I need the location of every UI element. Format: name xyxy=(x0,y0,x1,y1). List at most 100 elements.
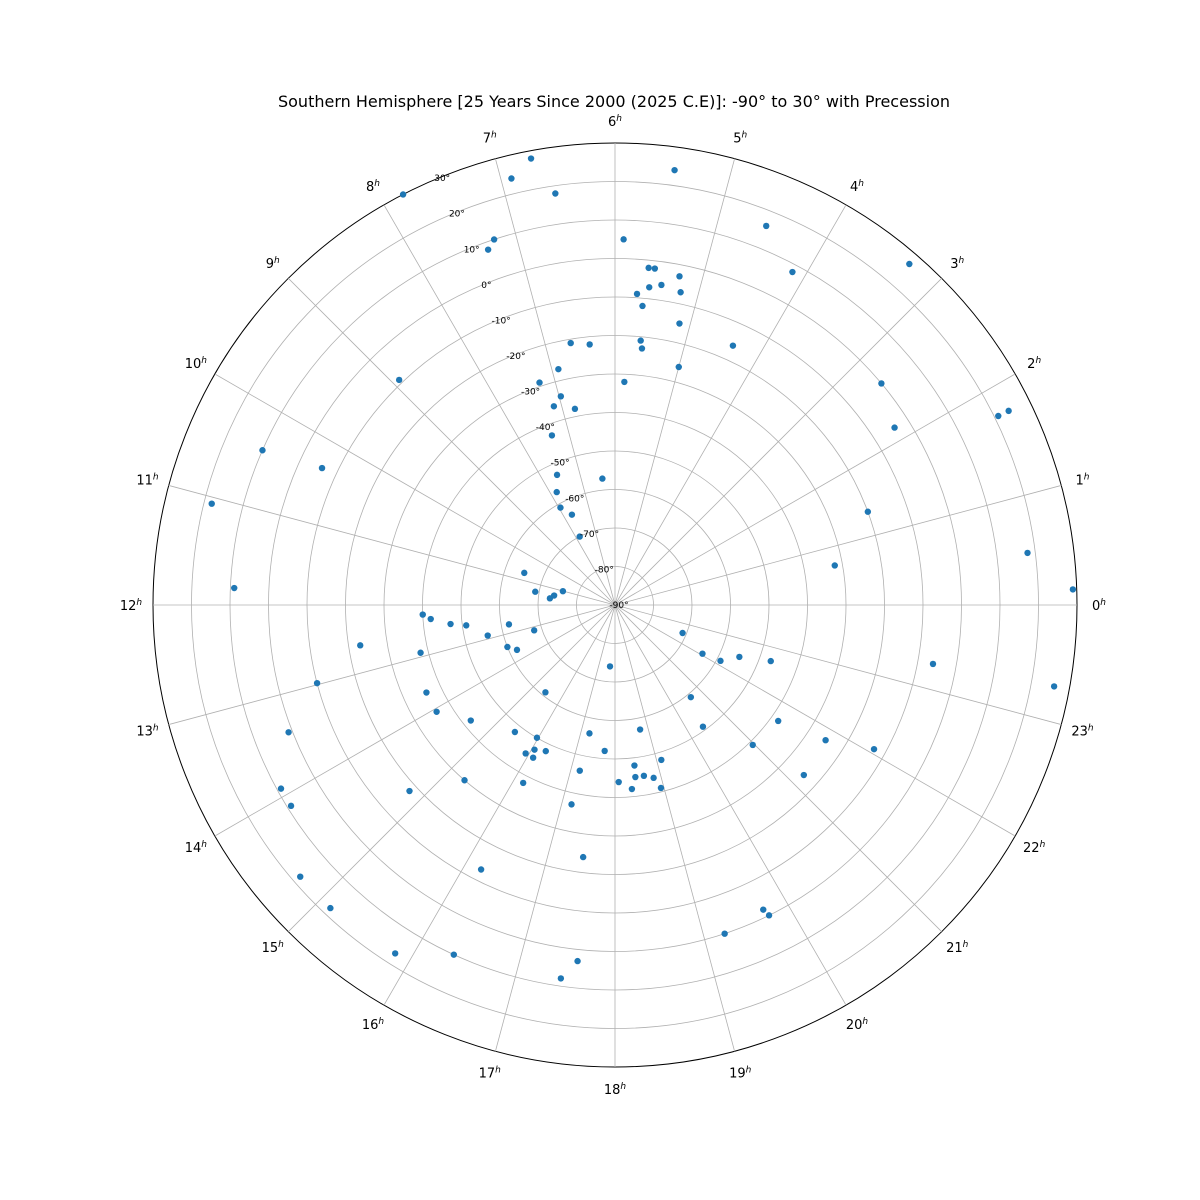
hour-spoke-19 xyxy=(614,604,735,1052)
star-point-31 xyxy=(555,365,562,373)
star-point-99 xyxy=(628,785,636,793)
dec-tick-label-3: -60° xyxy=(565,494,584,504)
star-point-75 xyxy=(406,787,413,795)
star-point-40 xyxy=(576,533,583,540)
star-point-65 xyxy=(530,627,538,634)
star-point-72 xyxy=(287,802,295,810)
star-point-30 xyxy=(571,405,579,413)
star-point-47 xyxy=(395,376,403,384)
star-point-15 xyxy=(677,289,684,296)
star-point-58 xyxy=(427,615,434,623)
star-point-18 xyxy=(651,265,659,272)
star-point-23 xyxy=(637,337,644,344)
star-point-13 xyxy=(675,363,682,371)
hour-label-12: 12h xyxy=(120,598,143,614)
hour-label-22: 22h xyxy=(1023,840,1046,856)
star-point-38 xyxy=(568,511,576,518)
star-point-1 xyxy=(1024,549,1031,557)
star-point-104 xyxy=(650,774,657,782)
star-point-56 xyxy=(546,595,554,602)
hour-label-16: 16h xyxy=(362,1017,385,1033)
hour-spoke-17 xyxy=(495,604,616,1052)
star-point-44 xyxy=(490,236,498,243)
hour-label-2: 2h xyxy=(1027,356,1041,372)
star-point-24 xyxy=(638,345,646,352)
hour-label-13: 13h xyxy=(136,723,159,739)
star-point-117 xyxy=(717,657,724,665)
star-point-41 xyxy=(552,190,559,197)
chart-title: Southern Hemisphere [25 Years Since 2000… xyxy=(278,92,950,111)
star-point-81 xyxy=(533,734,541,741)
star-point-89 xyxy=(391,950,399,957)
star-point-90 xyxy=(586,730,593,737)
star-point-67 xyxy=(513,646,521,654)
star-point-16 xyxy=(676,273,683,280)
hour-label-21: 21h xyxy=(946,940,969,956)
hour-spoke-22 xyxy=(614,604,1016,837)
star-point-77 xyxy=(327,904,334,912)
hour-spoke-8 xyxy=(383,204,616,606)
star-point-107 xyxy=(721,930,728,937)
hour-spoke-20 xyxy=(614,604,847,1006)
star-point-102 xyxy=(640,772,648,780)
hour-spoke-1 xyxy=(614,485,1062,606)
dec-tick-label-1: -80° xyxy=(595,565,614,575)
hour-label-20: 20h xyxy=(846,1017,869,1033)
star-point-33 xyxy=(550,403,558,410)
star-point-62 xyxy=(505,621,513,628)
star-point-27 xyxy=(599,475,606,482)
hour-label-0: 0h xyxy=(1092,598,1106,614)
star-point-118 xyxy=(736,653,743,661)
hour-label-19: 19h xyxy=(729,1066,752,1082)
star-point-46 xyxy=(399,191,407,198)
star-point-21 xyxy=(646,284,653,291)
hour-label-6: 6h xyxy=(608,114,622,130)
star-point-57 xyxy=(419,611,426,618)
star-point-100 xyxy=(632,773,639,781)
star-point-108 xyxy=(760,906,767,913)
star-point-83 xyxy=(531,746,538,753)
star-point-79 xyxy=(542,689,549,696)
hour-label-11: 11h xyxy=(136,473,159,489)
star-point-122 xyxy=(929,660,937,668)
star-point-97 xyxy=(601,747,608,755)
dec-tick-label-6: -30° xyxy=(521,388,540,398)
star-points xyxy=(208,155,1077,982)
dec-tick-label-10: 10° xyxy=(464,245,480,255)
star-point-26 xyxy=(621,378,628,386)
star-point-36 xyxy=(553,471,561,479)
hour-label-10: 10h xyxy=(185,356,208,372)
dec-tick-label-2: -70° xyxy=(580,530,599,540)
star-point-4 xyxy=(995,412,1002,420)
star-point-68 xyxy=(423,689,430,696)
dec-tick-label-0: -90° xyxy=(609,601,628,611)
star-point-9 xyxy=(789,268,796,276)
star-point-76 xyxy=(297,873,304,880)
star-point-73 xyxy=(433,708,440,715)
star-point-8 xyxy=(906,260,913,268)
star-point-96 xyxy=(606,663,614,670)
star-point-103 xyxy=(636,726,644,733)
hour-label-3: 3h xyxy=(950,256,964,272)
star-point-10 xyxy=(729,342,737,349)
star-point-34 xyxy=(536,379,543,386)
hour-label-17: 17h xyxy=(479,1066,502,1082)
star-point-84 xyxy=(529,754,537,761)
star-point-74 xyxy=(467,717,474,724)
hour-label-5: 5h xyxy=(733,130,747,146)
star-point-119 xyxy=(679,629,686,637)
dec-tick-label-9: 0° xyxy=(481,281,491,291)
star-point-88 xyxy=(450,951,458,958)
star-point-86 xyxy=(519,779,527,787)
star-point-0 xyxy=(1069,586,1077,593)
star-point-53 xyxy=(559,587,567,595)
polar-grid xyxy=(152,142,1078,1068)
hour-spoke-4 xyxy=(614,204,847,606)
hour-spoke-21 xyxy=(614,604,942,932)
hour-label-4: 4h xyxy=(850,179,864,195)
star-point-14 xyxy=(676,320,683,327)
star-point-2 xyxy=(831,562,838,569)
star-point-32 xyxy=(557,393,565,400)
star-point-48 xyxy=(318,464,326,472)
